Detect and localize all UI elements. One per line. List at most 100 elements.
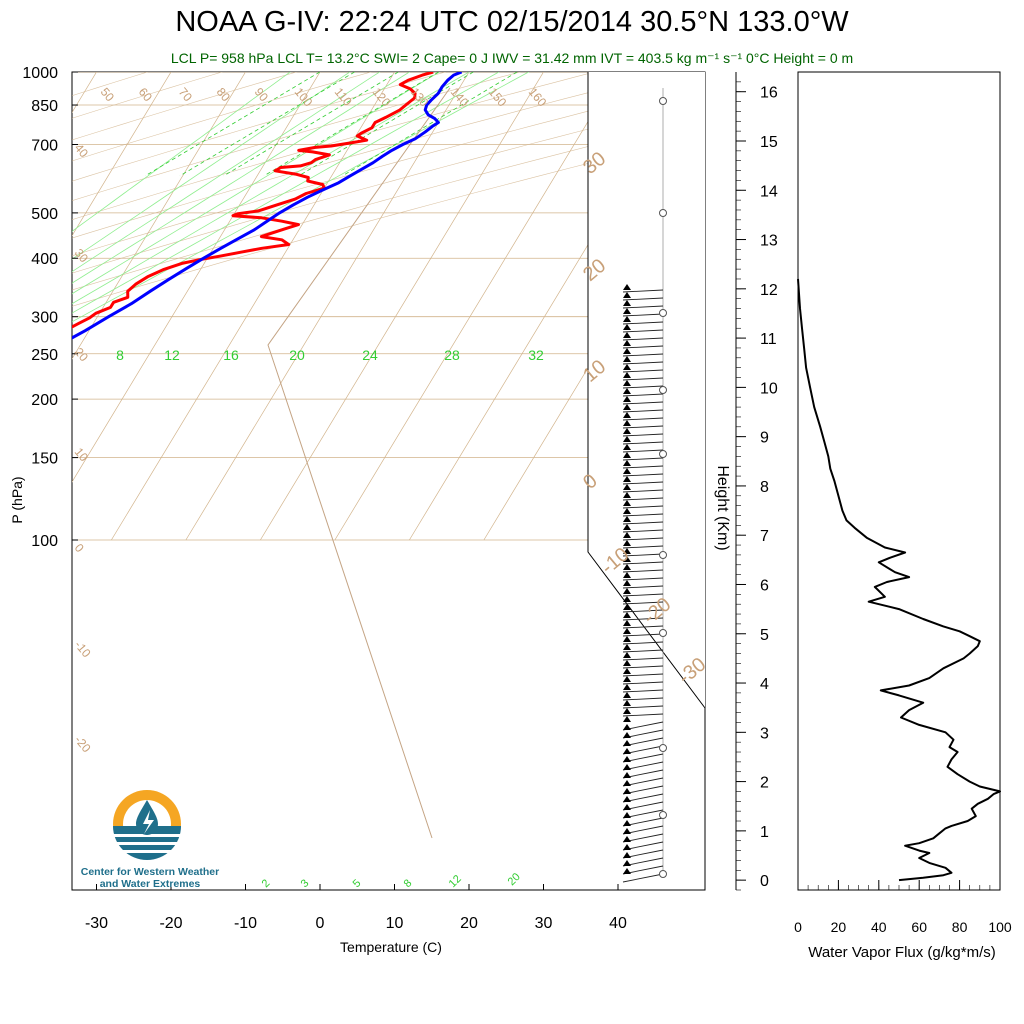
- wind-barb-flag: [623, 612, 631, 618]
- wind-barb: [622, 873, 664, 883]
- wind-barb-flag: [623, 740, 631, 746]
- wind-barb: [622, 545, 664, 549]
- x-tick-label: 20: [460, 915, 478, 932]
- height-tick-label: 16: [760, 85, 778, 102]
- moist-adiabat-label: 24: [362, 347, 378, 363]
- wind-barb: [622, 697, 664, 701]
- wind-barb: [622, 313, 664, 317]
- wind-barb: [622, 713, 664, 717]
- wind-circle: [659, 744, 667, 752]
- wind-barb-flag: [623, 604, 631, 610]
- wind-barb: [622, 577, 664, 581]
- skewt-plot-area: [0, 62, 705, 839]
- wind-barb-flag: [623, 828, 631, 834]
- wind-barb-flag: [623, 724, 631, 730]
- y-tick-label: 250: [31, 347, 58, 364]
- wind-circle: [659, 386, 667, 394]
- x-tick-label: 30: [535, 915, 553, 932]
- wind-barb: [622, 657, 664, 661]
- wind-barb-flag: [623, 444, 631, 450]
- flux-x-axis-label: Water Vapor Flux (g/kg*m/s): [808, 944, 996, 961]
- wind-barb: [622, 497, 664, 501]
- y-tick-label: 300: [31, 310, 58, 327]
- y-tick-label: 200: [31, 392, 58, 409]
- x-tick-label: 10: [386, 915, 404, 932]
- moist-adiabat-line: [72, 72, 351, 260]
- dry-adiabat-line: [72, 72, 298, 141]
- wind-barb-flag: [623, 732, 631, 738]
- wind-barb-flag: [623, 516, 631, 522]
- wind-barb-flag: [623, 420, 631, 426]
- wind-barb: [622, 385, 664, 389]
- isotherm-line: [72, 72, 321, 483]
- wind-barb: [622, 633, 664, 637]
- wind-barb-flag: [623, 324, 631, 330]
- height-tick-label: 0: [760, 873, 769, 890]
- moist-adiabat-line: [72, 72, 411, 284]
- wind-barb-flag: [623, 356, 631, 362]
- wind-barb-flag: [623, 668, 631, 674]
- x-tick-label: 40: [609, 915, 627, 932]
- x-tick-label: -30: [85, 915, 108, 932]
- isotherm-line: [0, 62, 28, 540]
- moist-adiabat-line: [72, 72, 381, 273]
- mixing-ratio-line: [145, 72, 320, 177]
- moist-adiabat-line: [72, 72, 291, 232]
- wind-barb-flag: [623, 284, 631, 290]
- wind-barb-flag: [623, 588, 631, 594]
- dry-adiabat-line: [72, 72, 671, 239]
- flux-x-tick-label: 40: [871, 919, 887, 935]
- wind-circle: [659, 629, 667, 637]
- height-tick-label: 10: [760, 380, 778, 397]
- isotherm-line: [260, 72, 544, 541]
- wind-barb: [622, 401, 664, 405]
- height-tick-label: 2: [760, 775, 769, 792]
- wind-barb-flag: [623, 836, 631, 842]
- wind-barb-flag: [623, 764, 631, 770]
- water-vapor-flux-line: [797, 278, 1001, 882]
- moist-adiabat-label: 16: [223, 347, 239, 363]
- wind-barb: [622, 689, 664, 693]
- wind-barb-flag: [623, 860, 631, 866]
- isotherm-line: [334, 72, 619, 541]
- wind-barb-flag: [623, 636, 631, 642]
- wind-barb-flag: [623, 492, 631, 498]
- wind-circle: [659, 870, 667, 878]
- wind-barb-flag: [623, 484, 631, 490]
- wind-barb-flag: [623, 292, 631, 298]
- dry-adiabat-line: [72, 72, 447, 182]
- wind-barb: [622, 449, 664, 453]
- wind-barb: [622, 641, 664, 645]
- wind-circle: [659, 450, 667, 458]
- height-tick-label: 5: [760, 627, 769, 644]
- wind-barb: [622, 569, 664, 573]
- wind-barb-flag: [623, 620, 631, 626]
- dry-adiabat-line: [72, 72, 149, 97]
- wind-barb: [622, 361, 664, 365]
- wind-barb-flag: [623, 684, 631, 690]
- wind-barb-flag: [623, 844, 631, 850]
- moist-adiabat-line: [72, 72, 500, 314]
- wind-barb-flag: [623, 700, 631, 706]
- mixing-ratio-line: [223, 72, 399, 177]
- wind-barb: [622, 337, 664, 341]
- wind-barb: [622, 393, 664, 397]
- wind-barb-flag: [623, 412, 631, 418]
- flux-y-axis-label: Height (Km): [714, 465, 731, 550]
- wind-barb-flag: [623, 692, 631, 698]
- wind-barb: [622, 537, 664, 541]
- height-tick-label: 15: [760, 134, 778, 151]
- height-tick-label: 1: [760, 824, 769, 841]
- height-tick-label: 7: [760, 528, 769, 545]
- wind-barb-flag: [623, 388, 631, 394]
- dewpoint-line: [72, 72, 463, 340]
- sounding-summary: LCL P= 958 hPa LCL T= 13.2°C SWI= 2 Cape…: [170, 50, 854, 66]
- temperature-line: [72, 72, 434, 329]
- wind-barb-flag: [623, 772, 631, 778]
- wind-barb-flag: [623, 652, 631, 658]
- flux-plot-frame: [797, 71, 1001, 891]
- wind-barb: [622, 377, 664, 381]
- wind-barb: [622, 521, 664, 525]
- wind-barb: [622, 297, 664, 301]
